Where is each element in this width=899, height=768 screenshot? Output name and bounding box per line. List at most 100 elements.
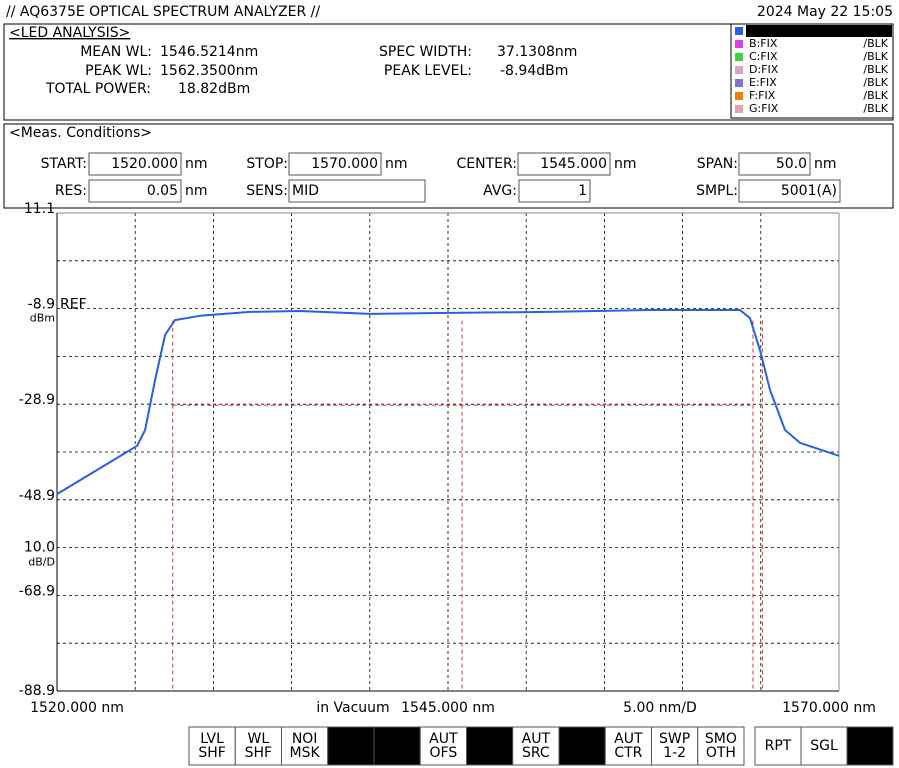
soft-key[interactable] [466, 726, 514, 766]
condition-unit: nm [185, 156, 208, 172]
condition-label: SPAN: [697, 156, 738, 172]
trace-name[interactable]: D:FIX [749, 63, 779, 76]
run-key-label: RPT [765, 738, 792, 754]
trace-swatch [735, 105, 743, 113]
soft-key-label: LVL [200, 731, 224, 747]
field-value: -8.94dBm [500, 63, 568, 79]
soft-key[interactable] [651, 726, 699, 766]
condition-box[interactable] [517, 152, 611, 176]
trace-name[interactable]: B:FIX [749, 37, 778, 50]
field-label: MEAN WL: [80, 44, 152, 60]
trace-name[interactable]: A:WRITE [749, 24, 796, 37]
instrument-title: // AQ6375E OPTICAL SPECTRUM ANALYZER // [6, 4, 320, 20]
soft-key-label: REF [569, 745, 596, 761]
soft-key[interactable] [234, 726, 282, 766]
condition-label: CENTER: [456, 156, 517, 172]
scale-unit: dB/D [28, 556, 55, 569]
soft-key-label: OFS [430, 745, 458, 761]
trace-swatch [735, 27, 743, 35]
condition-label: SENS: [246, 183, 288, 199]
soft-key-label: AUT [614, 731, 643, 747]
condition-value: 1520.000 [111, 156, 178, 172]
condition-unit: nm [814, 156, 837, 172]
condition-box[interactable] [288, 179, 426, 203]
condition-box[interactable] [288, 152, 382, 176]
condition-box[interactable] [88, 152, 182, 176]
soft-key-label: AUT [568, 731, 597, 747]
conditions-panel [3, 123, 894, 209]
condition-value: 50.0 [776, 156, 807, 172]
trace-swatch [735, 92, 743, 100]
condition-box[interactable] [738, 179, 841, 203]
spectrum-trace [56, 309, 840, 495]
condition-label: STOP: [246, 156, 288, 172]
y-tick-label: -68.9 [19, 583, 55, 599]
y-tick-label: -88.9 [19, 683, 55, 699]
condition-label: SMPL: [696, 183, 738, 199]
field-label: PEAK WL: [85, 63, 152, 79]
run-key[interactable] [846, 726, 894, 766]
soft-key-label: SHF [245, 745, 272, 761]
scale-label: 10.0 [24, 540, 55, 556]
soft-key-label: SWP [659, 731, 690, 747]
soft-key[interactable] [419, 726, 467, 766]
soft-key-label: SRC [522, 745, 550, 761]
trace-status: /BLK [863, 102, 888, 115]
trace-status: /DSP [862, 24, 888, 37]
soft-key-label: SMO [705, 731, 737, 747]
trace-status: /BLK [863, 37, 888, 50]
soft-key-label: AUT [475, 731, 504, 747]
condition-unit: nm [385, 156, 408, 172]
soft-key[interactable] [281, 726, 329, 766]
soft-key-label: 1-2 [386, 745, 409, 761]
soft-key-label: 1-2 [663, 745, 686, 761]
x-tick-label: 1570.000 nm [782, 700, 876, 716]
soft-key-label: ZOM [335, 745, 368, 761]
trace-name[interactable]: E:FIX [749, 76, 777, 89]
condition-label: RES: [55, 183, 87, 199]
condition-value: 0.05 [147, 183, 178, 199]
field-value: 1546.5214nm [160, 44, 258, 60]
condition-unit: nm [185, 183, 208, 199]
condition-value: 1 [578, 183, 587, 199]
soft-key-label: NOI [292, 731, 318, 747]
x-tick-label: 1545.000 nm [401, 700, 495, 716]
analysis-title: <LED ANALYSIS> [9, 25, 130, 41]
field-value: 18.82dBm [178, 81, 250, 97]
soft-key-label: ANA [475, 745, 505, 761]
y-tick-label: 11.1 [24, 201, 55, 217]
soft-key[interactable] [327, 726, 375, 766]
condition-box[interactable] [88, 179, 182, 203]
soft-key-label: AUT [522, 731, 551, 747]
soft-key-label: WL [248, 731, 270, 747]
condition-value: 1570.000 [311, 156, 378, 172]
trace-swatch [735, 79, 743, 87]
trace-name[interactable]: G:FIX [749, 102, 779, 115]
y-tick-label: -28.9 [19, 392, 55, 408]
x-tick-label: 1520.000 nm [30, 700, 124, 716]
trace-name[interactable]: F:FIX [749, 89, 776, 102]
condition-box[interactable] [738, 152, 811, 176]
trace-name[interactable]: C:FIX [749, 50, 778, 63]
trace-list [730, 23, 894, 119]
soft-key[interactable] [512, 726, 560, 766]
field-value: 1562.3500nm [160, 63, 258, 79]
trace-swatch [735, 40, 743, 48]
run-key-label: SGL [810, 738, 838, 754]
soft-key-label: SRC [383, 731, 411, 747]
datetime: 2024 May 22 15:05 [757, 4, 893, 20]
soft-key-label: MSK [290, 745, 321, 761]
condition-value: 1545.000 [540, 156, 607, 172]
soft-key-label: CTR [614, 745, 642, 761]
trace-status: /BLK [863, 50, 888, 63]
soft-key-label: OTH [706, 745, 736, 761]
y-tick-label: -8.9 [28, 297, 55, 313]
field-value: 37.1308nm [497, 44, 577, 60]
field-label: TOTAL POWER: [45, 81, 151, 97]
trace-active-row [746, 25, 892, 37]
soft-key[interactable] [558, 726, 606, 766]
condition-box[interactable] [518, 179, 591, 203]
soft-key[interactable] [697, 726, 745, 766]
